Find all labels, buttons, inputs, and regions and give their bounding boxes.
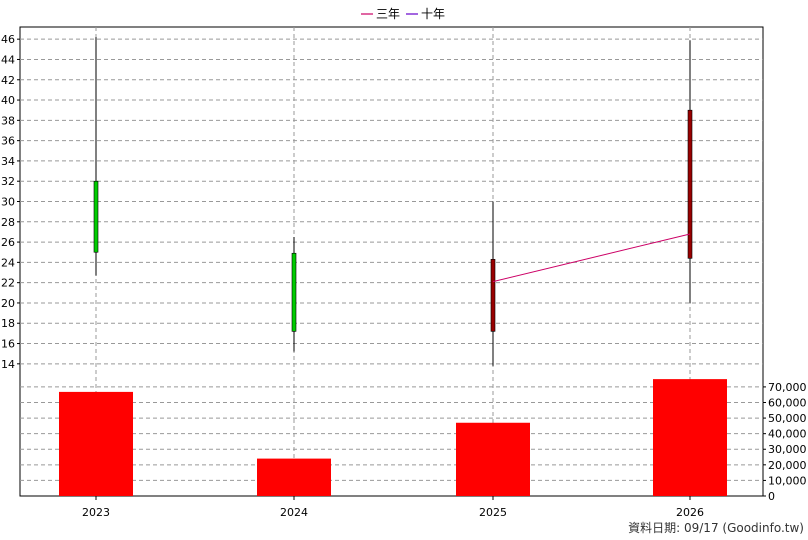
volume-tick-label: 70,000 — [768, 381, 807, 394]
volume-tick-label: 50,000 — [768, 412, 807, 425]
candle-body-2025 — [490, 259, 496, 332]
volume-bar-2024 — [257, 458, 331, 496]
candle-body-2026 — [687, 109, 693, 259]
x-tick-label-2023: 2023 — [82, 506, 110, 519]
price-tick-label: 20 — [1, 297, 15, 310]
price-tick-label: 16 — [1, 338, 15, 351]
volume-tick-label: 10,000 — [768, 474, 807, 487]
price-tick-label: 30 — [1, 196, 15, 209]
price-tick-label: 38 — [1, 114, 15, 127]
volume-tick-label: 60,000 — [768, 396, 807, 409]
price-tick-label: 42 — [1, 74, 15, 87]
volume-tick-label: 20,000 — [768, 459, 807, 472]
legend-label-十年: 十年 — [421, 7, 445, 21]
volume-bar-2023 — [59, 391, 133, 496]
volume-tick-label: 40,000 — [768, 428, 807, 441]
price-tick-label: 40 — [1, 94, 15, 107]
volume-tick-label: 30,000 — [768, 443, 807, 456]
price-tick-label: 22 — [1, 277, 15, 290]
price-tick-label: 14 — [1, 358, 15, 371]
price-tick-label: 26 — [1, 236, 15, 249]
price-tick-label: 32 — [1, 175, 15, 188]
candle-body-2024 — [291, 252, 297, 332]
price-tick-label: 46 — [1, 33, 15, 46]
data-date-footer: 資料日期: 09/17 (Goodinfo.tw) — [628, 521, 804, 535]
price-tick-label: 34 — [1, 155, 15, 168]
volume-bar-2026 — [653, 379, 727, 496]
price-tick-label: 24 — [1, 256, 15, 269]
price-tick-label: 28 — [1, 216, 15, 229]
candle-body-2023 — [93, 180, 99, 253]
x-tick-label-2025: 2025 — [479, 506, 507, 519]
series-line-三年 — [492, 233, 691, 283]
price-tick-label: 44 — [1, 53, 15, 66]
x-tick-label-2024: 2024 — [280, 506, 308, 519]
legend-label-三年: 三年 — [376, 7, 400, 21]
volume-tick-label: 0 — [768, 490, 775, 503]
price-tick-label: 36 — [1, 135, 15, 148]
price-tick-label: 18 — [1, 317, 15, 330]
x-tick-label-2026: 2026 — [676, 506, 704, 519]
volume-bar-2025 — [456, 422, 530, 496]
